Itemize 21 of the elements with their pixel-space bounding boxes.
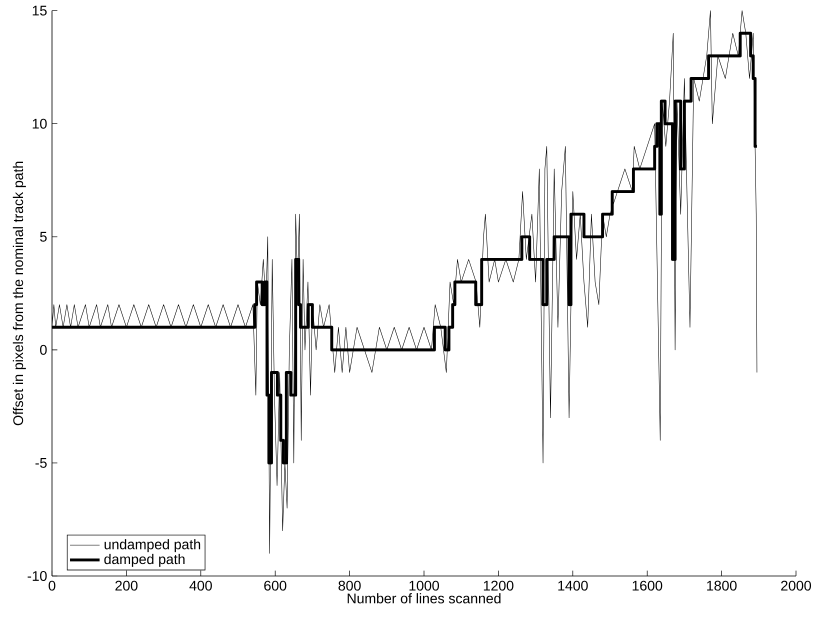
x-tick-label: 1800 xyxy=(707,580,737,591)
x-tick-label: 1600 xyxy=(632,580,662,591)
x-tick-label: 800 xyxy=(338,580,361,591)
y-tick-label: 10 xyxy=(32,118,47,129)
x-tick-label: 0 xyxy=(48,580,56,591)
y-tick-label: 5 xyxy=(40,232,47,242)
x-tick-label: 1000 xyxy=(410,580,440,591)
x-tick-label: 2000 xyxy=(781,580,812,591)
x-tick-label: 1400 xyxy=(558,580,588,591)
x-tick-label: 400 xyxy=(189,580,212,591)
y-tick-label: -10 xyxy=(28,571,47,581)
x-tick-label: 200 xyxy=(115,580,138,591)
legend-label: damped path xyxy=(104,554,185,567)
y-tick-label: 0 xyxy=(40,344,47,355)
x-axis-title: Number of lines scanned xyxy=(348,593,500,604)
y-tick-label: 15 xyxy=(32,6,47,16)
y-tick-label: -5 xyxy=(35,458,47,468)
legend-label: undamped path xyxy=(104,539,200,552)
y-axis-title: Offset in pixels from the nominal track path xyxy=(12,162,26,426)
x-tick-label: 1200 xyxy=(484,580,514,591)
x-tick-label: 600 xyxy=(264,580,286,591)
